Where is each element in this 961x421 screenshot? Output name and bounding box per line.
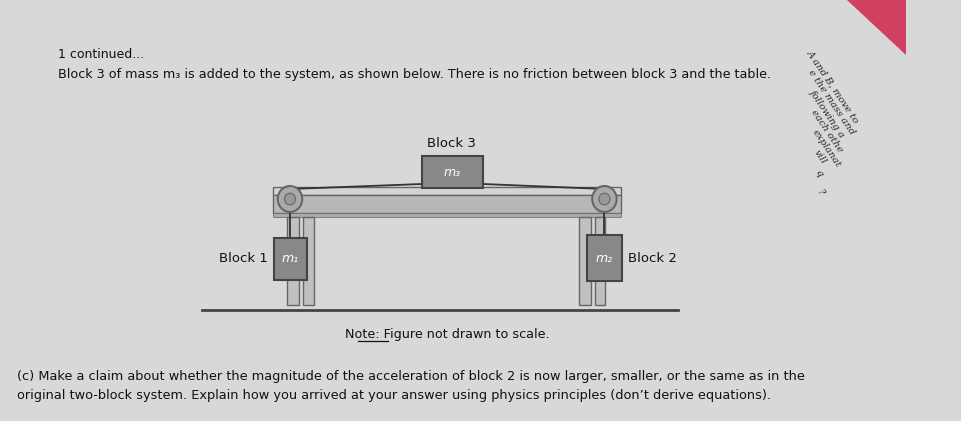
Text: (c) Make a claim about whether the magnitude of the acceleration of block 2 is n: (c) Make a claim about whether the magni… bbox=[17, 370, 804, 402]
Text: m₃: m₃ bbox=[443, 165, 460, 179]
Bar bbox=[586, 235, 622, 281]
Text: m₂: m₂ bbox=[595, 251, 612, 264]
Bar bbox=[579, 217, 591, 305]
Bar bbox=[303, 217, 313, 305]
Bar bbox=[274, 238, 307, 280]
Circle shape bbox=[599, 193, 609, 205]
Circle shape bbox=[592, 186, 616, 212]
Text: vill: vill bbox=[811, 148, 827, 166]
Text: m₁: m₁ bbox=[282, 253, 298, 266]
Text: Block 3 of mass m₃ is added to the system, as shown below. There is no friction : Block 3 of mass m₃ is added to the syste… bbox=[59, 68, 771, 81]
Text: ?: ? bbox=[814, 188, 825, 197]
Polygon shape bbox=[847, 0, 905, 55]
Bar bbox=[273, 195, 621, 213]
Text: A and B, move to: A and B, move to bbox=[804, 48, 860, 125]
Text: q: q bbox=[813, 168, 824, 179]
Bar bbox=[273, 213, 621, 217]
Text: Block 1: Block 1 bbox=[219, 253, 268, 266]
Bar bbox=[421, 156, 482, 188]
Bar bbox=[287, 217, 299, 305]
Text: explanat: explanat bbox=[810, 128, 842, 169]
Text: e the mass and: e the mass and bbox=[805, 68, 855, 136]
Circle shape bbox=[284, 193, 295, 205]
Bar bbox=[595, 217, 604, 305]
Text: following a: following a bbox=[807, 88, 846, 139]
Text: Block 2: Block 2 bbox=[628, 251, 677, 264]
Bar bbox=[273, 187, 621, 195]
Circle shape bbox=[278, 186, 302, 212]
Text: Block 3: Block 3 bbox=[427, 137, 476, 150]
Text: each othe: each othe bbox=[808, 108, 844, 154]
Text: 1 continued...: 1 continued... bbox=[59, 48, 144, 61]
Text: Note: Figure not drawn to scale.: Note: Figure not drawn to scale. bbox=[345, 328, 549, 341]
